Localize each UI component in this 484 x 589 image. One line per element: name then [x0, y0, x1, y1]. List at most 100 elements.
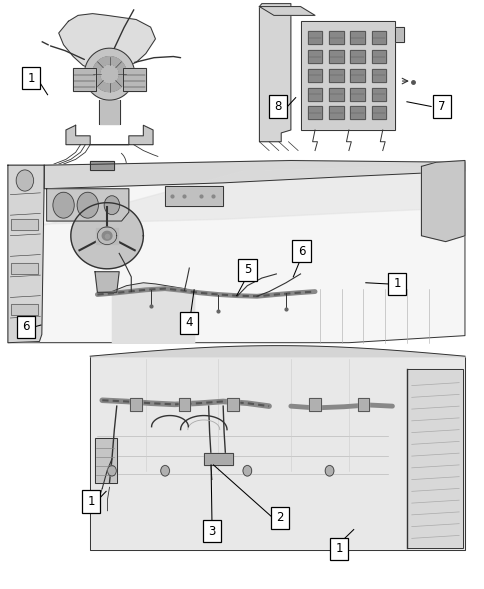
Bar [349, 88, 364, 101]
Text: 4: 4 [185, 316, 193, 329]
Polygon shape [99, 100, 120, 124]
Bar [394, 27, 403, 42]
Polygon shape [259, 6, 315, 15]
Text: 2: 2 [276, 511, 284, 524]
Text: 1: 1 [87, 495, 95, 508]
Bar [357, 398, 368, 411]
Bar [328, 31, 343, 44]
Bar [406, 369, 462, 548]
Bar [11, 263, 38, 274]
Bar [227, 398, 238, 411]
Polygon shape [71, 203, 143, 269]
Polygon shape [95, 272, 119, 292]
Polygon shape [44, 167, 464, 225]
Bar [180, 312, 198, 334]
Circle shape [16, 170, 33, 191]
Polygon shape [97, 227, 117, 244]
Bar [307, 50, 322, 63]
Bar [328, 31, 343, 44]
Bar [349, 50, 364, 63]
Bar [11, 219, 38, 230]
Bar [349, 88, 364, 101]
Bar [328, 50, 343, 63]
Circle shape [325, 465, 333, 476]
Bar [328, 69, 343, 82]
Bar [371, 31, 385, 44]
Polygon shape [59, 14, 155, 71]
Circle shape [53, 192, 74, 218]
Bar [11, 263, 38, 274]
Polygon shape [46, 188, 129, 221]
Bar [271, 507, 289, 529]
Bar [329, 538, 348, 560]
Bar [328, 107, 343, 120]
Bar [371, 88, 385, 101]
Bar [371, 69, 385, 82]
Bar [309, 398, 320, 411]
Bar [328, 107, 343, 120]
Bar [300, 21, 394, 130]
Polygon shape [66, 125, 153, 145]
Text: 3: 3 [208, 525, 215, 538]
Text: 5: 5 [243, 263, 251, 276]
Bar [349, 69, 364, 82]
Bar [328, 50, 343, 63]
Bar [349, 107, 364, 120]
Bar [371, 31, 385, 44]
Circle shape [107, 465, 116, 476]
Text: 1: 1 [28, 72, 35, 85]
Bar [307, 50, 322, 63]
Bar [123, 68, 146, 91]
Bar [349, 107, 364, 120]
Bar [307, 31, 322, 44]
Bar [432, 95, 450, 118]
Bar [349, 69, 364, 82]
Bar [95, 438, 117, 482]
Bar [371, 69, 385, 82]
Bar [394, 27, 403, 42]
Bar [11, 305, 38, 315]
Circle shape [77, 192, 98, 218]
Circle shape [242, 465, 251, 476]
Bar [371, 107, 385, 120]
Bar [227, 398, 238, 411]
Bar [178, 398, 190, 411]
Bar [371, 88, 385, 101]
Bar [73, 68, 96, 91]
Bar [11, 219, 38, 230]
Bar [73, 68, 96, 91]
Bar [268, 95, 287, 118]
Bar [22, 67, 40, 90]
Bar [328, 69, 343, 82]
Polygon shape [101, 65, 118, 83]
Text: 8: 8 [273, 100, 281, 113]
Bar [357, 398, 368, 411]
Bar [123, 68, 146, 91]
Bar [307, 69, 322, 82]
Bar [307, 88, 322, 101]
Bar [292, 240, 310, 262]
Bar [16, 316, 35, 338]
Bar [165, 186, 223, 206]
Bar [349, 31, 364, 44]
Polygon shape [90, 356, 464, 550]
Text: 7: 7 [437, 100, 445, 113]
Text: 6: 6 [297, 244, 304, 257]
Bar [349, 50, 364, 63]
Bar [203, 453, 232, 465]
Bar [82, 490, 100, 512]
Polygon shape [92, 57, 126, 92]
Polygon shape [259, 4, 290, 142]
Bar [371, 50, 385, 63]
Bar [178, 398, 190, 411]
Bar [165, 186, 223, 206]
Polygon shape [44, 161, 464, 188]
Bar [309, 398, 320, 411]
Bar [238, 259, 256, 281]
Bar [95, 438, 117, 482]
Bar [307, 107, 322, 120]
Bar [307, 88, 322, 101]
Polygon shape [84, 48, 135, 100]
Bar [406, 369, 462, 548]
Bar [203, 453, 232, 465]
